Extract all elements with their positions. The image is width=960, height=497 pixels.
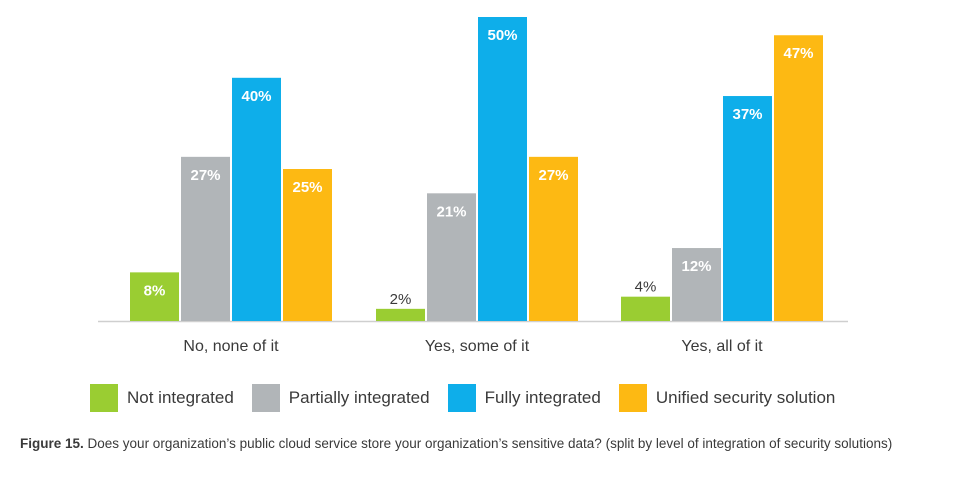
legend-label: Partially integrated: [288, 388, 430, 407]
data-label: 8%: [144, 282, 166, 299]
legend-label: Not integrated: [127, 388, 234, 407]
legend-item: Not integrated: [90, 384, 234, 412]
bar: [181, 156, 230, 321]
data-label: 27%: [190, 167, 220, 184]
bar: [774, 35, 823, 322]
legend-item: Fully integrated: [447, 384, 601, 412]
legend-swatch: [618, 384, 647, 412]
bar-chart: 8% 27% 40% 25% No, none of it 2% 21% 50% 27% Yes,…: [98, 17, 848, 355]
caption-label: Figure 15.: [20, 436, 84, 451]
bar: [529, 156, 578, 321]
legend-label: Unified security solution: [655, 388, 836, 407]
data-label: 25%: [292, 179, 322, 196]
caption-text: Does your organization’s public cloud se…: [83, 436, 893, 451]
legend-item: Partially integrated: [251, 384, 430, 412]
bar: [478, 17, 527, 321]
data-label: 40%: [241, 88, 271, 105]
legend-swatch: [447, 384, 476, 412]
data-label: 37%: [732, 106, 762, 123]
bar: [672, 248, 721, 321]
bar: [427, 193, 476, 321]
figure-caption: Figure 15. Does your organization’s publ…: [20, 434, 940, 453]
chart-legend: Not integrated Partially integrated Fully …: [90, 384, 853, 412]
legend-item: Unified security solution: [618, 384, 836, 412]
data-label: 2%: [390, 291, 412, 308]
data-label: 12%: [681, 258, 711, 275]
bar: [376, 308, 425, 321]
bar: [130, 272, 179, 321]
bar: [621, 296, 670, 321]
legend-swatch: [90, 384, 118, 412]
bar: [232, 77, 281, 321]
x-tick-label: Yes, some of it: [425, 338, 530, 355]
bar: [723, 96, 772, 321]
x-tick-label: Yes, all of it: [681, 338, 763, 355]
data-label: 4%: [635, 279, 657, 296]
data-label: 27%: [538, 167, 568, 184]
x-tick-label: No, none of it: [183, 338, 279, 355]
legend-label: Fully integrated: [484, 388, 601, 407]
bar: [283, 169, 332, 321]
data-label: 47%: [783, 45, 813, 62]
data-label: 50%: [487, 27, 517, 44]
data-label: 21%: [436, 203, 466, 220]
legend-swatch: [251, 384, 280, 412]
